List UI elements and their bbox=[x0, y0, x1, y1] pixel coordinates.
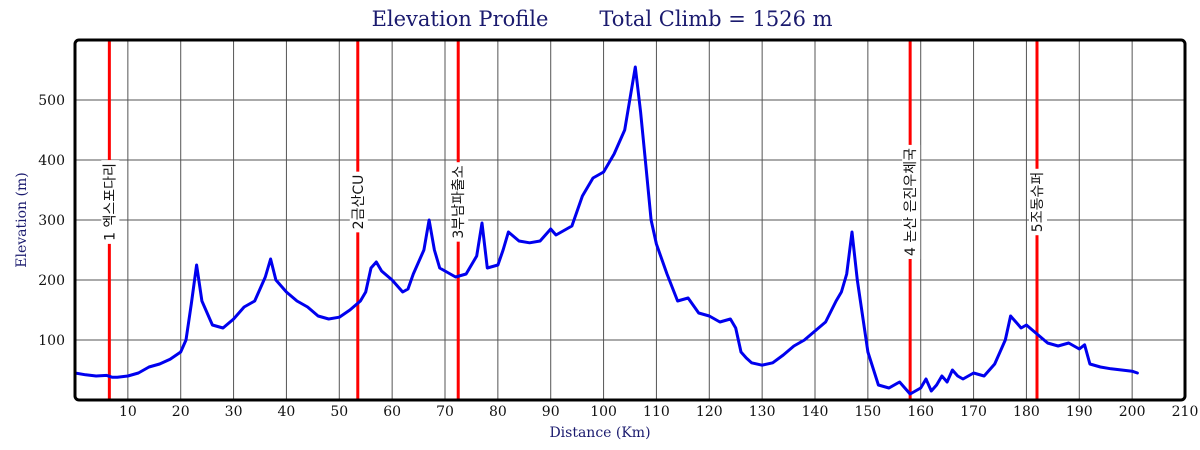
x-tick-label: 170 bbox=[960, 404, 987, 420]
x-tick-label: 10 bbox=[119, 404, 137, 420]
elevation-line bbox=[73, 65, 1139, 396]
checkpoint-label-bg bbox=[450, 162, 469, 242]
checkpoint-label-bg bbox=[101, 160, 120, 244]
checkpoint-label-bg bbox=[902, 144, 921, 259]
y-tick-label: 500 bbox=[38, 93, 65, 109]
x-tick-label: 120 bbox=[696, 404, 723, 420]
x-tick-label: 70 bbox=[436, 404, 454, 420]
chart-title: Elevation Profile bbox=[372, 7, 549, 31]
y-tick-label: 400 bbox=[38, 153, 65, 169]
checkpoint-label-text: 4 논산 은진우체국 bbox=[903, 148, 919, 256]
x-tick-label: 160 bbox=[907, 404, 934, 420]
plot-frame bbox=[73, 38, 1187, 402]
x-tick-label: 150 bbox=[854, 404, 881, 420]
checkpoint-label-text: 3부남파출소 bbox=[451, 165, 467, 238]
y-axis-label: Elevation (m) bbox=[14, 172, 30, 267]
series-layer bbox=[73, 65, 1139, 396]
x-tick-label: 130 bbox=[749, 404, 776, 420]
chart-subtitle: Total Climb = 1526 m bbox=[599, 7, 832, 31]
x-tick-label: 140 bbox=[802, 404, 829, 420]
checkpoint-label-bg bbox=[1029, 168, 1047, 236]
x-tick-label: 80 bbox=[489, 404, 507, 420]
checkpoint-markers: 1 엑스포다리 2금산CU 3부남파출소 4 논산 은진우체국 5조동슈퍼 bbox=[101, 40, 1047, 400]
checkpoint-label-bg bbox=[349, 171, 368, 233]
x-tick-label: 180 bbox=[1013, 404, 1040, 420]
checkpoint-label: 1 엑스포다리 bbox=[101, 160, 120, 244]
checkpoint-label-text: 2금산CU bbox=[351, 175, 367, 230]
x-tick-label: 200 bbox=[1119, 404, 1146, 420]
x-tick-label: 100 bbox=[590, 404, 617, 420]
x-tick-label: 20 bbox=[172, 404, 190, 420]
x-tick-label: 50 bbox=[330, 404, 348, 420]
tick-labels: 10 20 30 40 50 60 70 80 90 100 110 120 130 140 150 160 1… bbox=[38, 93, 1198, 420]
x-tick-label: 210 bbox=[1172, 404, 1199, 420]
x-tick-label: 110 bbox=[643, 404, 670, 420]
y-tick-label: 100 bbox=[38, 333, 65, 349]
checkpoint-label-text: 5조동슈퍼 bbox=[1030, 172, 1046, 232]
y-tick-label: 200 bbox=[38, 273, 65, 289]
x-axis-label: Distance (Km) bbox=[549, 425, 650, 441]
y-tick-label: 300 bbox=[38, 213, 65, 229]
checkpoint-label-text: 1 엑스포다리 bbox=[102, 163, 118, 241]
checkpoint-label: 2금산CU bbox=[349, 171, 368, 233]
x-tick-label: 190 bbox=[1066, 404, 1093, 420]
x-tick-label: 90 bbox=[542, 404, 560, 420]
x-tick-label: 30 bbox=[225, 404, 243, 420]
checkpoint-label: 5조동슈퍼 bbox=[1029, 168, 1047, 236]
checkpoint-label: 4 논산 은진우체국 bbox=[902, 144, 921, 259]
x-tick-label: 60 bbox=[383, 404, 401, 420]
x-tick-label: 40 bbox=[278, 404, 296, 420]
checkpoint-label: 3부남파출소 bbox=[450, 162, 469, 242]
